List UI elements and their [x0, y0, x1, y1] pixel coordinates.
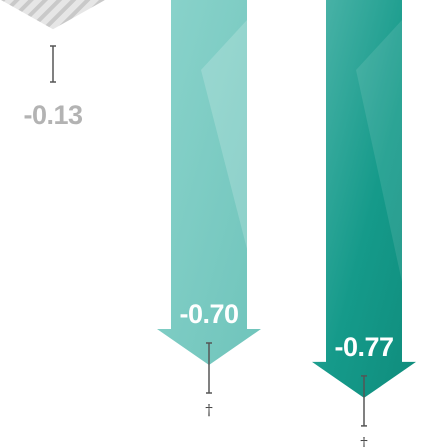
value-label: -0.13	[23, 100, 83, 130]
arrow-bar-group: -0.13	[1, 0, 105, 130]
arrow-bar	[312, 0, 416, 398]
arrow-bar	[1, 0, 105, 30]
arrow-bar	[157, 0, 261, 365]
value-label: -0.77	[334, 332, 393, 362]
arrow-highlight	[356, 20, 402, 282]
significance-mark: †	[360, 434, 368, 447]
arrow-highlight	[201, 20, 247, 249]
value-label: -0.70	[179, 299, 238, 329]
arrow-bar-group: -0.70 †	[157, 0, 261, 419]
significance-mark: †	[205, 401, 213, 419]
arrow-bar-group: -0.77 †	[312, 0, 416, 447]
